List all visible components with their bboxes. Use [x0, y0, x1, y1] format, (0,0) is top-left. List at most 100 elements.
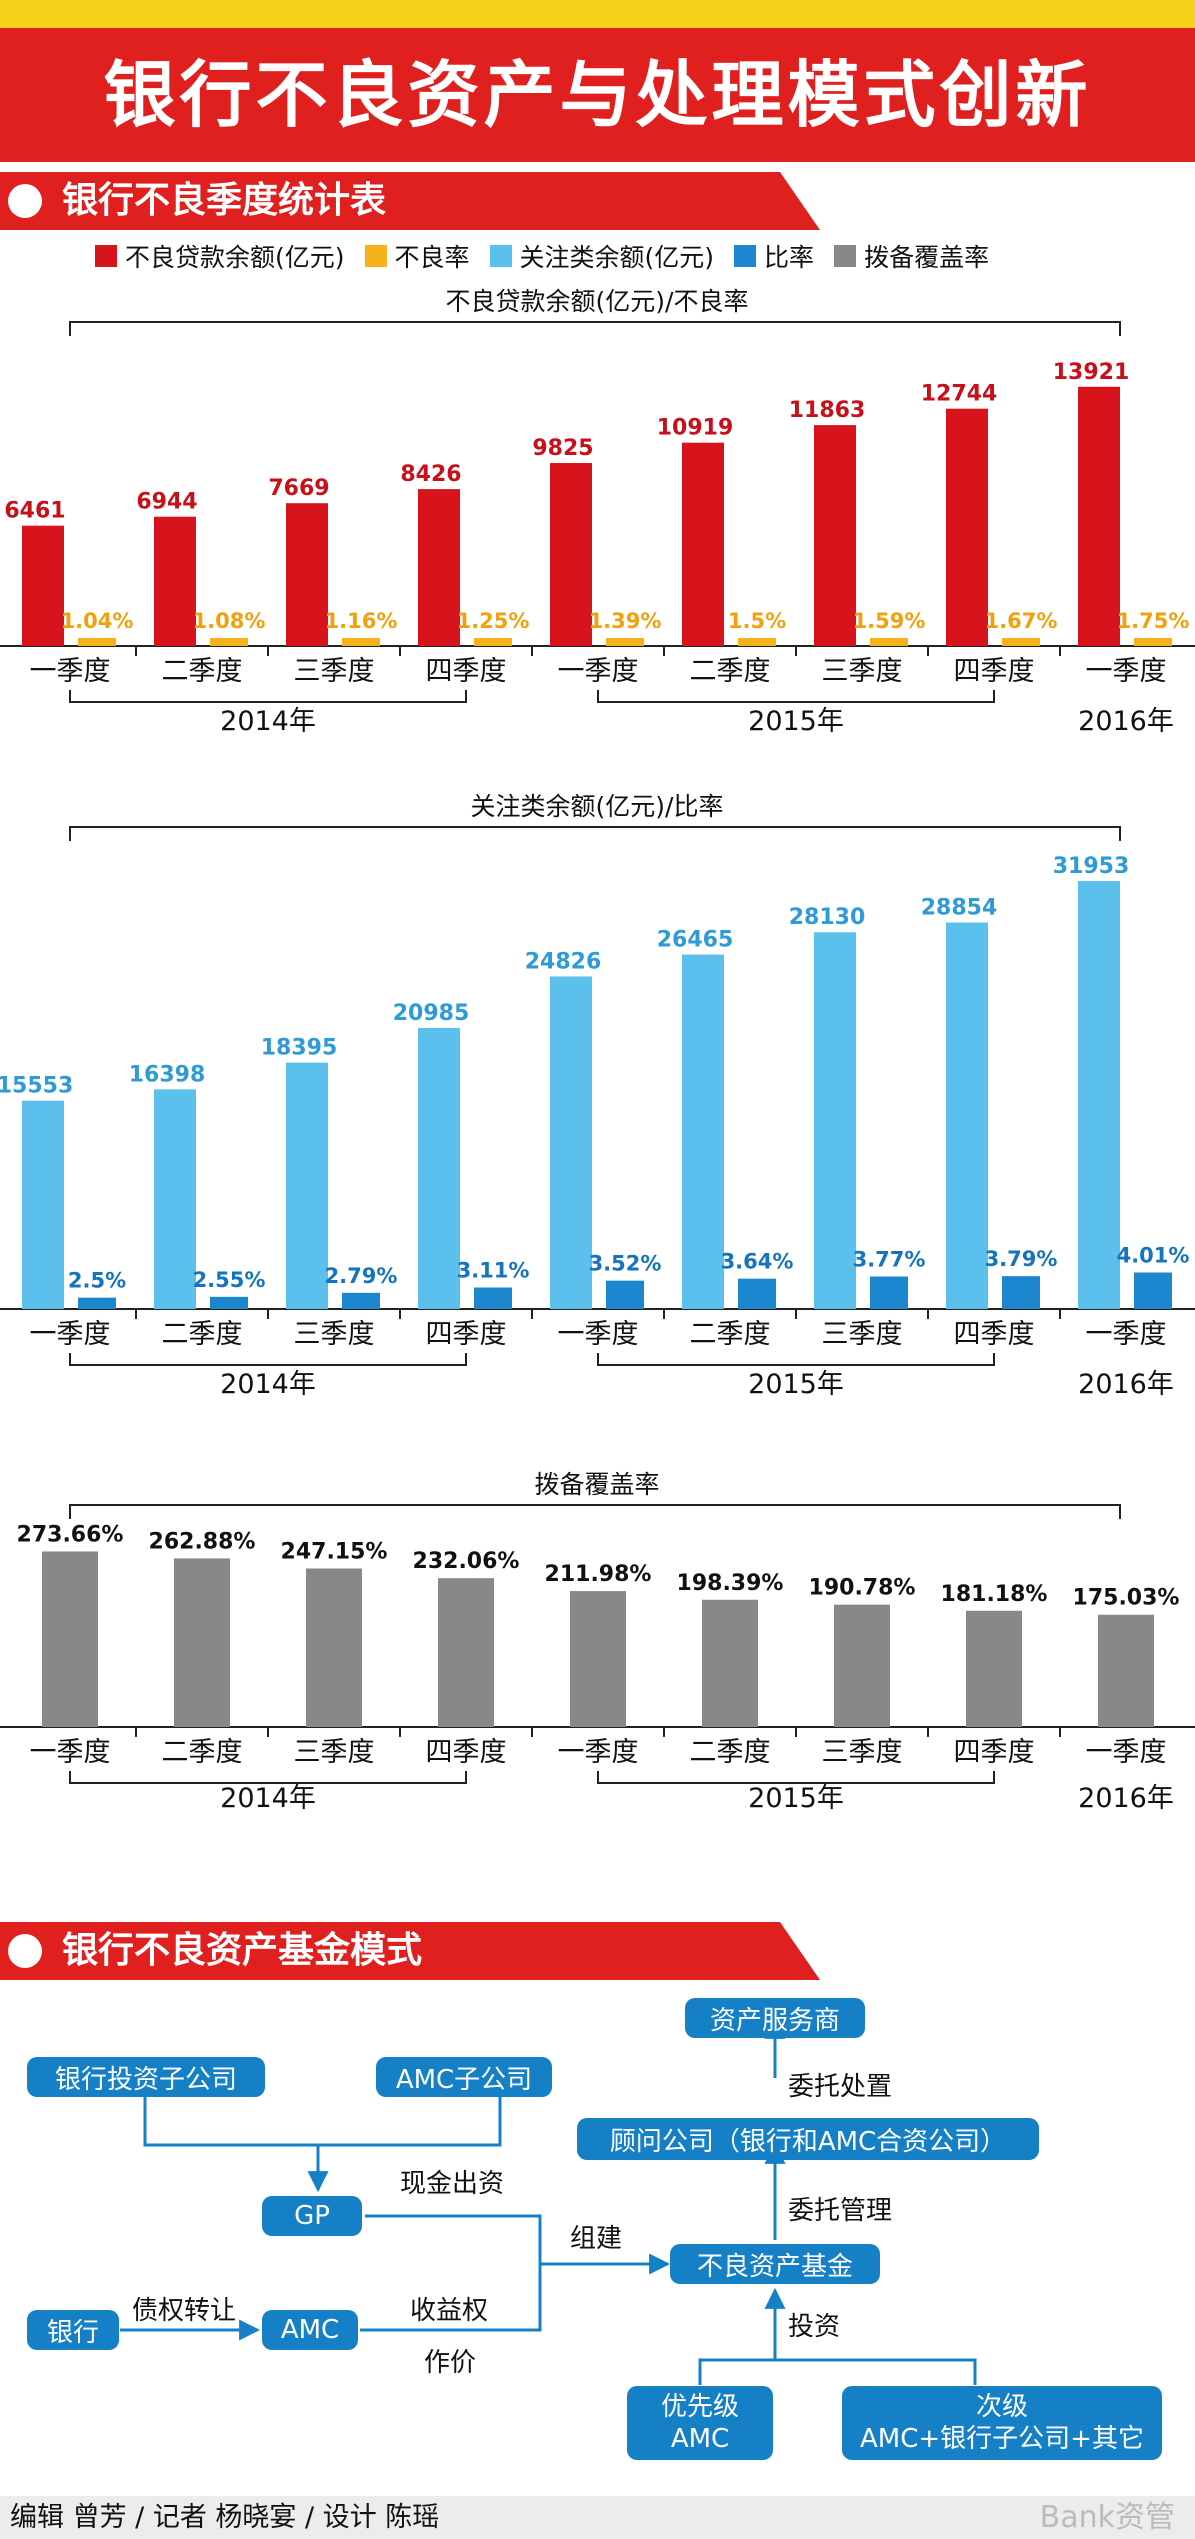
- bar-provision-coverage: [702, 1599, 758, 1727]
- legend-item-special-mention-balance: 关注类余额(亿元): [489, 238, 715, 274]
- data-label: 1.25%: [457, 609, 530, 633]
- bar-special-mention-balance: [946, 922, 988, 1309]
- legend-label: 关注类余额(亿元): [519, 243, 715, 272]
- bar-npl-ratio: [1002, 638, 1040, 646]
- x-tick-label: 二季度: [690, 656, 771, 687]
- legend-label: 比率: [764, 243, 815, 272]
- data-label: 1.67%: [985, 609, 1058, 633]
- data-label: 28130: [789, 905, 866, 930]
- group-label: 2016年: [1078, 1369, 1174, 1400]
- legend-swatch: [95, 245, 117, 267]
- legend-item-special-mention-ratio: 比率: [734, 238, 814, 274]
- box-asset-servicer: 资产服务商: [685, 1998, 865, 2038]
- page-title: 银行不良资产与处理模式创新: [103, 53, 1092, 137]
- senior-tranche-holder: AMC: [670, 2424, 730, 2454]
- label-entrust-management: 委托管理: [788, 2196, 893, 2226]
- chart-legend: 不良贷款余额(亿元) 不良率 关注类余额(亿元) 比率 拨备覆盖率: [95, 236, 989, 276]
- label-income-rights: 收益权: [410, 2296, 489, 2326]
- data-label: 20985: [393, 1001, 470, 1026]
- x-tick-label: 四季度: [426, 1737, 507, 1768]
- data-label: 1.5%: [728, 609, 786, 633]
- footer-credits: 编辑 曾芳 / 记者 杨晓宴 / 设计 陈瑶: [10, 2502, 440, 2533]
- bar-special-mention-balance: [286, 1062, 328, 1309]
- data-label: 1.39%: [589, 609, 662, 633]
- bar-npl-ratio: [78, 638, 116, 646]
- data-label: 24826: [525, 949, 602, 974]
- legend-swatch: [489, 245, 512, 267]
- junior-tranche-holders: AMC+银行子公司+其它: [860, 2424, 1144, 2454]
- group-bracket: [597, 690, 995, 703]
- data-label: 3.52%: [589, 1252, 662, 1276]
- data-label: 10919: [657, 416, 734, 441]
- x-tick-label: 一季度: [1086, 1319, 1167, 1350]
- box-gp: GP: [262, 2196, 362, 2236]
- data-label: 8426: [400, 462, 461, 487]
- section-bar-fund-model: [0, 1922, 820, 1980]
- data-label: 211.98%: [545, 1562, 652, 1587]
- data-label: 262.88%: [149, 1529, 256, 1554]
- connector-gp-amc-bracket: [360, 2214, 542, 2332]
- x-tick-label: 三季度: [294, 656, 375, 687]
- data-label: 1.04%: [61, 609, 134, 633]
- x-tick-label: 三季度: [822, 1319, 903, 1350]
- bar-provision-coverage: [438, 1578, 494, 1727]
- box-amc: AMC: [262, 2310, 358, 2350]
- data-label: 1.16%: [325, 609, 398, 633]
- bar-special-mention-ratio: [342, 1292, 380, 1309]
- legend-item-npl-balance: 不良贷款余额(亿元): [95, 238, 345, 274]
- bar-npl-balance: [418, 489, 460, 646]
- bar-npl-balance: [286, 503, 328, 646]
- bar-npl-balance: [682, 442, 724, 646]
- chart-special-mention-balance-ratio: 关注类余额(亿元)/比率 15553 2.5% 一季度 16398 2.55% 二季度 183…: [0, 792, 1195, 1400]
- x-tick-label: 一季度: [30, 1319, 111, 1350]
- group-label: 2015年: [748, 1783, 844, 1814]
- data-label: 13921: [1053, 360, 1130, 385]
- group-label: 2016年: [1078, 706, 1174, 737]
- bar-special-mention-balance: [682, 954, 724, 1309]
- box-amc-subsidiary: AMC子公司: [376, 2057, 552, 2097]
- chart-provision-coverage: 拨备覆盖率 273.66% 一季度 262.88% 二季度 247.15% 三季度 232.0…: [0, 1470, 1195, 1814]
- data-label: 3.79%: [985, 1247, 1058, 1271]
- data-label: 2.55%: [193, 1268, 266, 1292]
- data-label: 175.03%: [1073, 1586, 1180, 1611]
- x-tick-label: 一季度: [558, 1737, 639, 1768]
- bar-npl-balance: [550, 463, 592, 646]
- data-label: 198.39%: [677, 1571, 784, 1596]
- box-npl-fund: 不良资产基金: [670, 2244, 880, 2284]
- data-label: 273.66%: [17, 1522, 124, 1547]
- bar-npl-ratio: [870, 638, 908, 646]
- legend-label: 不良贷款余额(亿元): [125, 243, 345, 272]
- x-tick-label: 一季度: [1086, 1737, 1167, 1768]
- bar-special-mention-ratio: [870, 1276, 908, 1309]
- legend-swatch: [834, 245, 857, 267]
- data-label: 31953: [1053, 854, 1130, 879]
- bar-provision-coverage: [306, 1568, 362, 1727]
- bar-special-mention-balance: [1078, 881, 1120, 1309]
- bar-npl-balance: [1078, 386, 1120, 646]
- legend-item-npl-ratio: 不良率: [364, 238, 470, 274]
- data-label: 26465: [657, 928, 734, 953]
- label-valuation: 作价: [424, 2348, 477, 2378]
- bar-npl-ratio: [210, 638, 248, 646]
- group-label: 2015年: [748, 706, 844, 737]
- bar-special-mention-ratio: [78, 1297, 116, 1309]
- header-banner: [0, 28, 1195, 162]
- bar-provision-coverage: [174, 1558, 230, 1727]
- bar-special-mention-ratio: [1134, 1272, 1172, 1309]
- data-label: 3.11%: [457, 1259, 530, 1283]
- group-bracket: [69, 1353, 467, 1366]
- footer-bar: [0, 2496, 1195, 2539]
- bar-npl-ratio: [738, 638, 776, 646]
- legend-label: 不良率: [394, 243, 470, 272]
- bar-provision-coverage: [42, 1551, 98, 1727]
- bar-special-mention-ratio: [474, 1287, 512, 1309]
- bar-special-mention-balance: [154, 1089, 196, 1309]
- x-tick-label: 二季度: [162, 656, 243, 687]
- bar-special-mention-ratio: [606, 1280, 644, 1309]
- x-tick-label: 三季度: [294, 1737, 375, 1768]
- section-title-statistics: 银行不良季度统计表: [62, 180, 387, 221]
- legend-item-provision-coverage: 拨备覆盖率: [834, 238, 989, 274]
- data-label: 2.79%: [325, 1264, 398, 1288]
- group-bracket: [597, 1771, 995, 1784]
- data-label: 6944: [136, 490, 197, 515]
